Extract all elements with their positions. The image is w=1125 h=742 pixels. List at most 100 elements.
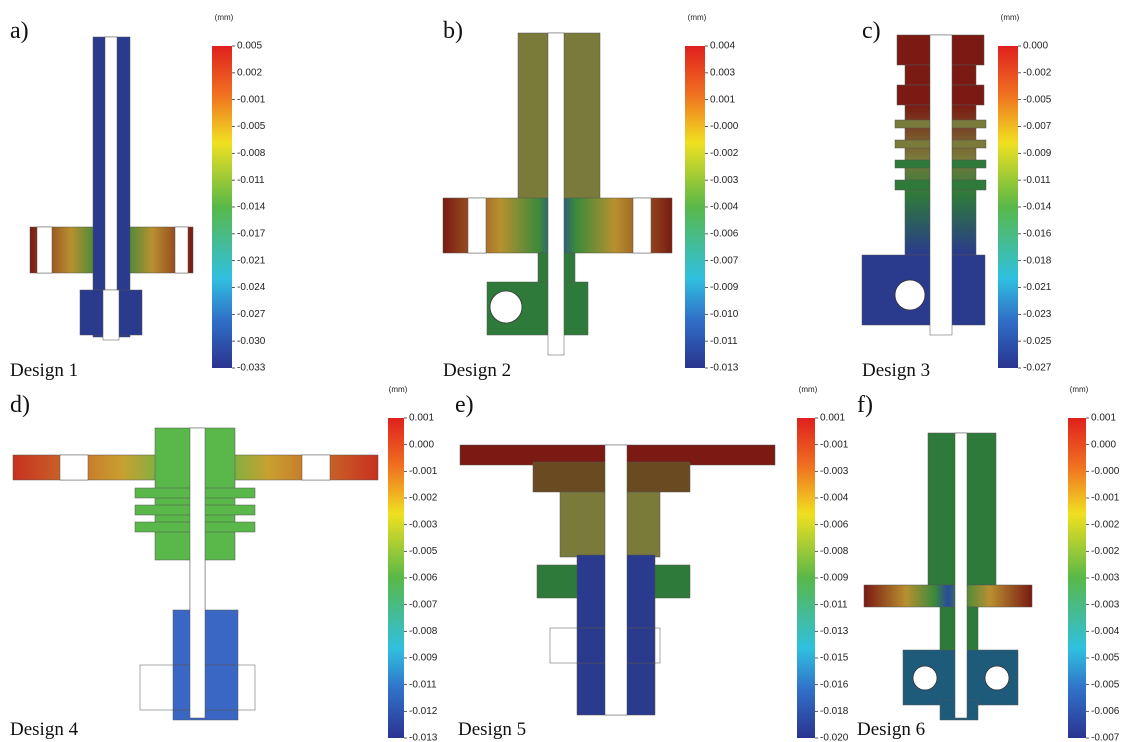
part [175, 227, 188, 273]
colorbar [1068, 418, 1086, 738]
panel: c) Design 3 (mm) 0.000 -0.002 -0.005 -0.007 -0.… [862, 13, 1052, 381]
tick-label: -0.005 [1091, 679, 1120, 690]
panel-label: c) [862, 18, 881, 44]
colorbar [212, 46, 232, 368]
tick-label: -0.001 [409, 466, 438, 477]
hole [490, 291, 522, 323]
tick-label: 0.001 [820, 413, 845, 424]
part [633, 198, 651, 253]
tick-label: -0.007 [409, 599, 438, 610]
tick-label: -0.021 [237, 255, 266, 266]
panels: a)Design 1(mm)0.0050.002-0.001-0.005-0.0… [10, 13, 1120, 742]
tick-label: -0.007 [1023, 121, 1052, 132]
tick-label: -0.021 [1023, 282, 1052, 293]
tick-label: -0.020 [820, 733, 849, 742]
tick-label: -0.027 [1023, 363, 1052, 374]
tick-label: -0.014 [1023, 202, 1052, 213]
colorbar [685, 46, 705, 368]
tick-label: -0.014 [237, 202, 266, 213]
tick-label: -0.001 [237, 94, 266, 105]
unit-label: (mm) [1070, 385, 1089, 394]
tick-label: -0.013 [710, 363, 739, 374]
tick-label: -0.000 [1091, 466, 1120, 477]
tick-label: -0.007 [710, 255, 739, 266]
panel: a)Design 1(mm)0.0050.002-0.001-0.005-0.0… [10, 13, 266, 381]
tick-label: -0.005 [409, 546, 438, 557]
tick-label: -0.002 [409, 493, 438, 504]
panel-label: e) [455, 392, 474, 418]
tick-label: -0.004 [710, 202, 739, 213]
tick-label: -0.016 [1023, 228, 1052, 239]
hole [895, 280, 925, 310]
panel: e)Design 5(mm)0.001-0.001-0.003-0.004-0.… [455, 385, 849, 742]
tick-label: -0.016 [820, 679, 849, 690]
part [37, 227, 52, 273]
tick-label: -0.006 [710, 228, 739, 239]
tick-label: -0.003 [710, 175, 739, 186]
tick-label: -0.003 [1091, 573, 1120, 584]
tick-label: -0.008 [820, 546, 849, 557]
tick-label: -0.030 [237, 336, 266, 347]
tick-label: -0.002 [1091, 546, 1120, 557]
tick-label: -0.003 [820, 466, 849, 477]
tick-label: -0.005 [1023, 94, 1052, 105]
tick-label: -0.017 [237, 228, 266, 239]
tick-label: -0.001 [820, 439, 849, 450]
part [864, 585, 1032, 607]
tick-label: -0.025 [1023, 336, 1052, 347]
tick-label: -0.004 [1091, 626, 1120, 637]
tick-label: 0.002 [237, 67, 262, 78]
tick-label: 0.005 [237, 41, 262, 52]
tick-label: 0.001 [710, 94, 735, 105]
hole [985, 666, 1009, 690]
tick-label: -0.009 [409, 653, 438, 664]
design-name: Design 6 [857, 719, 925, 740]
unit-label: (mm) [389, 385, 408, 394]
part [173, 665, 238, 710]
tick-label: -0.027 [237, 309, 266, 320]
part [60, 455, 88, 480]
tick-label: -0.023 [1023, 309, 1052, 320]
figure: a)Design 1(mm)0.0050.002-0.001-0.005-0.0… [0, 0, 1125, 742]
tick-label: -0.033 [237, 363, 266, 374]
tick-label: -0.005 [1091, 653, 1120, 664]
panel: d)Design 4(mm)0.0010.000-0.001-0.002-0.0… [10, 385, 438, 742]
design-name: Design 2 [443, 360, 511, 381]
tick-label: -0.009 [710, 282, 739, 293]
unit-label: (mm) [799, 385, 818, 394]
tick-label: 0.001 [409, 413, 434, 424]
tick-label: -0.013 [409, 733, 438, 742]
tick-label: -0.008 [237, 148, 266, 159]
part [468, 198, 486, 253]
unit-label: (mm) [1001, 13, 1020, 22]
tick-label: -0.002 [1023, 67, 1052, 78]
part [605, 445, 627, 715]
tick-label: -0.011 [1023, 175, 1051, 186]
tick-label: -0.011 [237, 175, 265, 186]
colorbar [998, 46, 1018, 368]
tick-label: -0.000 [710, 121, 739, 132]
tick-label: 0.000 [1023, 41, 1048, 52]
tick-label: -0.018 [820, 706, 849, 717]
unit-label: (mm) [688, 13, 707, 22]
tick-label: -0.024 [237, 282, 266, 293]
design-name: Design 3 [862, 360, 930, 381]
tick-label: -0.002 [710, 148, 739, 159]
unit-label: (mm) [215, 13, 234, 22]
colorbar [797, 418, 815, 738]
design-name: Design 4 [10, 719, 79, 740]
tick-label: -0.006 [820, 519, 849, 530]
tick-label: -0.011 [820, 599, 848, 610]
tick-label: -0.009 [1023, 148, 1052, 159]
part [955, 433, 967, 718]
part [302, 455, 330, 480]
tick-label: -0.018 [1023, 255, 1052, 266]
tick-label: -0.015 [820, 653, 849, 664]
tick-label: -0.003 [409, 519, 438, 530]
tick-label: -0.009 [820, 573, 849, 584]
tick-label: 0.004 [710, 41, 735, 52]
tick-label: 0.001 [1091, 413, 1116, 424]
tick-label: -0.006 [1091, 706, 1120, 717]
panel-label: a) [10, 18, 29, 44]
panel-label: f) [857, 392, 873, 418]
